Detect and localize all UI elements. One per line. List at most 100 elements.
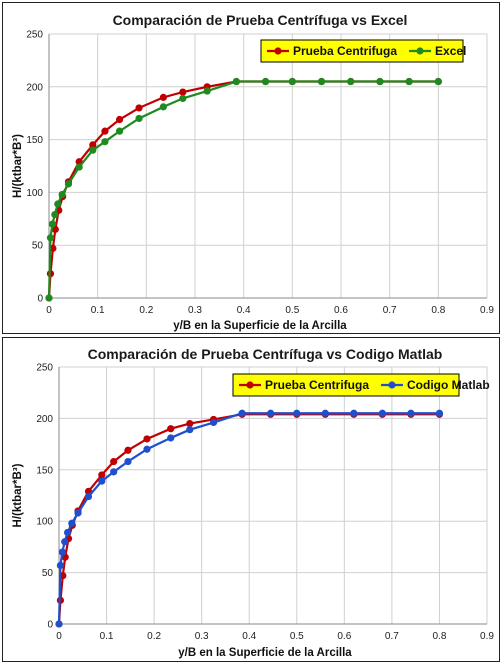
data-point	[135, 114, 143, 123]
data-point	[75, 163, 83, 171]
data-point	[46, 234, 55, 242]
legend-label: Prueba Centrifuga	[265, 378, 369, 392]
data-point	[74, 509, 82, 517]
data-point	[159, 103, 167, 111]
legend-label: Excel	[435, 44, 466, 58]
data-point	[317, 77, 326, 86]
x-tick-label: 0.6	[334, 305, 348, 316]
data-point	[209, 418, 218, 427]
x-tick-label: 0.7	[383, 305, 397, 316]
data-point	[54, 200, 62, 208]
chart-title: Comparación de Prueba Centrífuga vs Exce…	[113, 12, 408, 28]
y-tick-label: 150	[26, 135, 43, 146]
legend-box	[260, 39, 464, 63]
data-point	[110, 457, 118, 466]
x-tick-label: 0	[46, 305, 52, 316]
y-tick-label: 50	[42, 568, 54, 579]
y-tick-label: 150	[36, 465, 53, 476]
data-point	[232, 77, 240, 86]
chart-excel-svg: Comparación de Prueba Centrífuga vs Exce…	[12, 12, 494, 332]
data-point	[98, 477, 106, 485]
legend-label: Prueba Centrifuga	[293, 44, 397, 58]
data-point	[68, 519, 76, 527]
data-point	[203, 87, 211, 95]
x-tick-label: 0.2	[147, 631, 161, 642]
data-point	[407, 409, 415, 417]
data-point	[98, 471, 106, 479]
data-point	[434, 77, 442, 86]
y-tick-label: 100	[26, 188, 43, 199]
x-tick-label: 0.6	[337, 631, 351, 642]
legend-swatch-marker	[274, 47, 282, 55]
data-point	[378, 409, 386, 417]
data-point	[167, 425, 175, 433]
data-point	[143, 445, 151, 453]
data-point	[124, 457, 132, 466]
x-axis-label: y/B en la Superficie de la Arcilla	[173, 320, 347, 332]
data-point	[347, 77, 355, 86]
data-point	[186, 426, 194, 434]
data-point	[143, 435, 151, 443]
data-point	[293, 409, 301, 417]
y-tick-label: 0	[37, 294, 43, 305]
legend-swatch-marker	[416, 47, 424, 55]
x-tick-label: 0.5	[290, 631, 304, 642]
data-point	[101, 138, 109, 146]
chart-panel-matlab: Comparación de Prueba Centrífuga vs Codi…	[2, 337, 500, 662]
y-tick-label: 200	[26, 82, 43, 93]
x-tick-label: 0.3	[188, 305, 202, 316]
data-point	[350, 409, 358, 417]
legend-box	[232, 373, 460, 397]
data-point	[179, 88, 187, 96]
x-tick-label: 0.2	[139, 305, 153, 316]
y-tick-label: 250	[26, 30, 43, 41]
data-point	[267, 409, 275, 417]
data-point	[110, 468, 118, 476]
data-point	[51, 225, 59, 233]
y-tick-label: 200	[36, 414, 53, 425]
data-point	[321, 409, 329, 417]
chart-legend: Prueba Centrifuga Excel	[260, 39, 466, 63]
x-tick-label: 0.7	[385, 631, 399, 642]
data-point	[48, 220, 57, 228]
x-tick-label: 0.5	[285, 305, 299, 316]
data-point	[435, 409, 444, 417]
y-tick-label: 250	[36, 363, 53, 374]
data-point	[55, 620, 63, 628]
y-tick-label: 0	[47, 620, 53, 631]
data-point	[115, 127, 124, 135]
legend-label: Codigo Matlab	[407, 378, 490, 392]
data-point	[115, 115, 124, 124]
data-point	[51, 210, 59, 219]
data-point	[89, 141, 97, 149]
x-tick-label: 0.4	[237, 305, 251, 316]
data-point	[179, 94, 187, 103]
data-point	[61, 538, 69, 546]
data-point	[405, 77, 413, 86]
x-tick-label: 0.8	[431, 305, 445, 316]
data-point	[64, 180, 73, 188]
data-point	[238, 409, 246, 417]
data-point	[288, 77, 296, 86]
y-tick-label: 50	[32, 241, 44, 252]
x-axis-label: y/B en la Superficie de la Arcilla	[178, 647, 352, 659]
data-point	[124, 446, 132, 454]
y-axis-label: H/(ktbar*B³)	[12, 463, 24, 527]
data-point	[135, 104, 143, 112]
chart-matlab-svg: Comparación de Prueba Centrífuga vs Codi…	[12, 346, 494, 659]
legend-swatch-marker	[246, 381, 254, 389]
x-tick-label: 0.9	[480, 305, 494, 316]
data-point	[159, 93, 167, 101]
x-tick-label: 0.4	[242, 631, 256, 642]
x-tick-label: 0.1	[100, 631, 114, 642]
data-point	[84, 492, 93, 501]
y-tick-label: 100	[36, 517, 53, 528]
data-point	[45, 294, 53, 302]
data-point	[63, 528, 72, 537]
x-tick-label: 0.1	[91, 305, 105, 316]
data-point	[58, 190, 66, 199]
legend-swatch-marker	[388, 381, 396, 389]
x-tick-label: 0.9	[480, 631, 494, 642]
data-point	[56, 561, 65, 570]
data-point	[101, 127, 109, 135]
